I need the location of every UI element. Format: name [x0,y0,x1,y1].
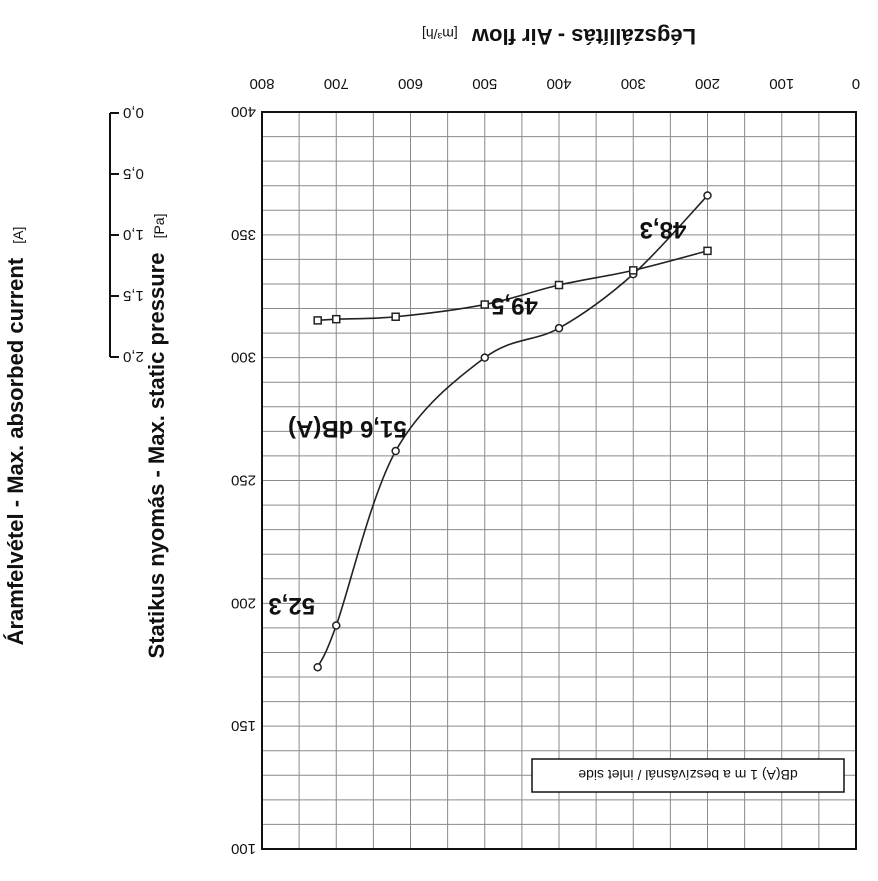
x-tick-label: 500 [472,75,497,92]
x-axis-unit: [m³/h] [422,26,458,42]
pressure-tick-label: 200 [231,594,256,611]
current-tick-label: 1,0 [123,226,144,243]
pressure-point [554,323,564,333]
pressure-point [332,621,341,630]
pressure-point [391,446,400,456]
noise-level-label: 48,3 [640,216,687,243]
pressure-tick-label: 250 [231,472,256,489]
current-tick-label: 2,0 [123,348,144,365]
legend-note-text: dB(A) 1 m a beszívásnál / inlet side [578,767,798,783]
x-tick-label: 400 [546,75,571,92]
x-tick-label: 200 [695,75,720,92]
grid-layer [261,111,857,850]
current-point [703,246,712,256]
pressure-tick-label: 300 [231,349,256,366]
pressure-tick-label: 150 [231,717,256,734]
pressure-point [480,353,489,362]
legend-box-frame [531,758,845,793]
current-point [480,300,489,309]
legend-box: dB(A) 1 m a beszívásnál / inlet side [531,758,845,793]
current-axis-unit: [A] [10,227,26,244]
pressure-point [703,191,712,200]
current-axis: 0,0 0,5 1,0 1,5 2,0 [109,104,144,365]
label-layer: 0 100 200 300 400 500 600 700 800 100 150 200 250 300… [231,75,860,857]
x-tick-label: 600 [398,75,423,92]
x-tick-label: 100 [769,75,794,92]
pressure-tick-label: 400 [231,103,256,120]
pressure-tick-label: 100 [231,840,256,857]
pressure-tick-label: 350 [231,226,256,243]
current-tick-label: 0,0 [123,104,144,121]
pressure-axis-title-text: Statikus nyomás - Max. static pressure [144,253,169,659]
pressure-axis-title: Statikus nyomás - Max. static pressure [… [144,214,169,659]
x-tick-label: 300 [621,75,646,92]
current-tick-label: 0,5 [123,165,144,182]
pressure-point [313,662,322,672]
current-point [629,266,638,275]
current-point [554,280,564,290]
current-tick-label: 1,5 [123,287,144,304]
current-axis-title-text: Áramfelvétel - Max. absorbed current [3,257,28,645]
x-axis-title-text: Légszállítás - Air flow [471,24,696,49]
current-point [332,314,341,324]
pressure-axis-unit: [Pa] [151,214,167,239]
noise-level-label: 51,6 dB(A) [288,415,407,442]
x-tick-label: 0 [852,75,860,92]
x-tick-label: 800 [249,75,274,92]
current-axis-title: Áramfelvétel - Max. absorbed current [A] [3,227,28,646]
current-point [313,316,322,325]
noise-level-label: 52,3 [268,592,315,619]
plot-frame [261,111,857,850]
x-tick-label: 700 [324,75,349,92]
series-layer [313,191,712,672]
noise-level-label: 49,5 [491,292,538,319]
x-axis-title: Légszállítás - Air flow [m³/h] [422,24,696,49]
current-axis-ticks: 0,0 0,5 1,0 1,5 2,0 [110,104,144,365]
current-point [391,312,400,321]
